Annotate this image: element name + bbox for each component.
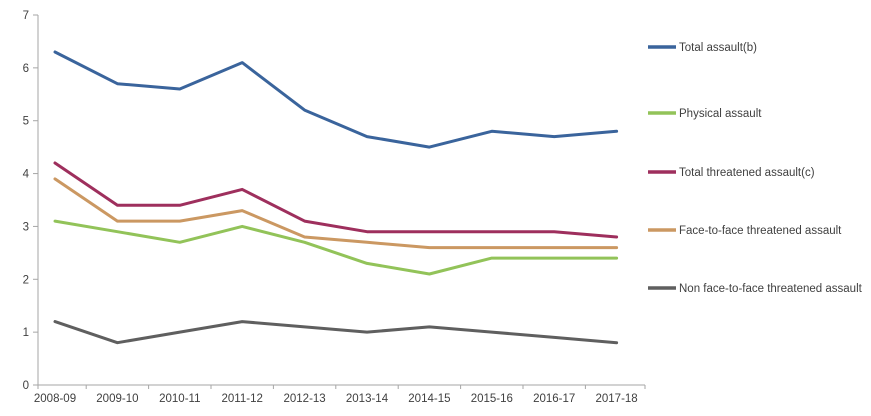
series-line-face-to-face-threatened-assault (53, 177, 619, 250)
legend-label-physical-assault: Physical assault (679, 108, 762, 120)
x-axis-category-label: 2011-12 (222, 393, 263, 405)
series-line-total-threatened-assault-c (53, 161, 619, 239)
x-axis-category-label: 2008-09 (34, 393, 76, 405)
series-line-physical-assault (53, 219, 619, 276)
y-axis-tick-label: 5 (23, 116, 29, 128)
x-axis-category-label: 2012-13 (283, 393, 325, 405)
legend-label-total-assault-b: Total assault(b) (679, 42, 757, 54)
x-axis-category-label: 2013-14 (346, 393, 389, 405)
x-axis-category-label: 2010-11 (159, 393, 200, 405)
legend-label-total-threatened-assault-c: Total threatened assault(c) (679, 167, 815, 179)
legend-label-face-to-face-threatened-assault: Face-to-face threatened assault (679, 225, 842, 237)
y-axis-tick-label: 2 (23, 274, 29, 286)
legend-label-non-face-to-face-threatened-assault: Non face-to-face threatened assault (679, 283, 863, 295)
x-axis-category-label: 2015-16 (471, 393, 513, 405)
y-axis-tick-label: 4 (23, 169, 30, 181)
y-axis-tick-label: 6 (23, 63, 29, 75)
series-line-total-assault-b (53, 50, 619, 149)
x-axis-category-label: 2016-17 (533, 393, 575, 405)
y-axis-tick-label: 0 (23, 380, 29, 392)
x-axis-category-label: 2014-15 (408, 393, 450, 405)
series-line-non-face-to-face-threatened-assault (53, 320, 619, 345)
x-axis-category-label: 2017-18 (595, 393, 637, 405)
y-axis-tick-label: 3 (23, 221, 29, 233)
y-axis-tick-label: 1 (23, 327, 29, 339)
y-axis-tick-label: 7 (23, 10, 29, 22)
x-axis-category-label: 2009-10 (96, 393, 138, 405)
